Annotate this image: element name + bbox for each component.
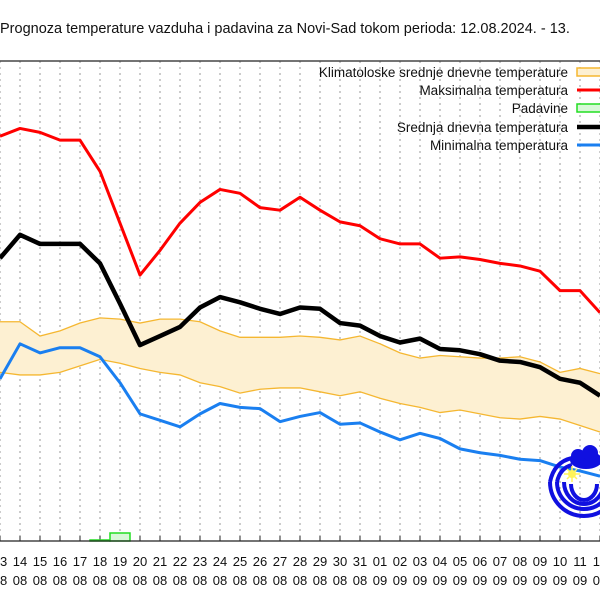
x-tick-label-day: 30 [333, 554, 347, 569]
x-tick-label-day: 02 [393, 554, 407, 569]
x-tick-label-month: 09 [493, 573, 507, 588]
x-tick-label-month: 09 [433, 573, 447, 588]
x-tick-label-day: 04 [433, 554, 447, 569]
legend: Klimatoloske srednje dnevne temperature M… [319, 65, 600, 153]
x-tick-label-month: 09 [513, 573, 527, 588]
x-tick-label-month: 08 [213, 573, 227, 588]
climatology-band-fill [0, 317, 600, 433]
x-tick-label-month: 08 [33, 573, 47, 588]
x-tick-label-month: 09 [413, 573, 427, 588]
x-tick-label-month: 09 [393, 573, 407, 588]
x-tick-label-month: 08 [253, 573, 267, 588]
x-tick-label-day: 13 [0, 554, 7, 569]
x-tick-label-day: 15 [33, 554, 47, 569]
x-tick-label-day: 07 [493, 554, 507, 569]
x-tick-label-month: 08 [313, 573, 327, 588]
x-tick-label-month: 08 [133, 573, 147, 588]
x-tick-label-day: 24 [213, 554, 227, 569]
x-axis-labels: 13 08 14 08 15 08 16 08 17 08 18 08 19 08 20 08 21 08 22 08… [0, 554, 600, 588]
x-tick-label-month: 08 [333, 573, 347, 588]
x-tick-label-month: 09 [473, 573, 487, 588]
x-tick-label-month: 09 [453, 573, 467, 588]
x-tick-label-day: 28 [293, 554, 307, 569]
climatology-band [0, 317, 600, 433]
x-tick-label-month: 08 [13, 573, 27, 588]
min-temperature-line [0, 342, 600, 478]
precipitation-bar [109, 532, 131, 542]
x-tick-label-day: 25 [233, 554, 247, 569]
legend-swatch-box [576, 67, 600, 77]
x-tick-label-day: 06 [473, 554, 487, 569]
x-tick-label-day: 23 [193, 554, 207, 569]
x-tick-label-month: 09 [553, 573, 567, 588]
x-tick-label-day: 20 [133, 554, 147, 569]
x-tick-label-month: 08 [153, 573, 167, 588]
legend-swatch-box [576, 103, 600, 113]
x-tick-label-day: 29 [313, 554, 327, 569]
x-tick-label-month: 09 [593, 573, 600, 588]
x-tick-label-month: 08 [73, 573, 87, 588]
x-tick-label-day: 08 [513, 554, 527, 569]
x-tick-label-day: 09 [533, 554, 547, 569]
x-tick-label-month: 09 [373, 573, 387, 588]
legend-label: Srednja dnevna temperatura [397, 120, 569, 135]
x-tick-label-month: 09 [533, 573, 547, 588]
precipitation-bars [89, 532, 131, 542]
climatology-upper-line [0, 317, 600, 375]
x-tick-label-day: 22 [173, 554, 187, 569]
x-tick-label-day: 14 [13, 554, 27, 569]
temperature-lines [0, 126, 600, 478]
climatology-lower-line [0, 358, 600, 433]
x-tick-label-day: 16 [53, 554, 67, 569]
max-temperature-line [0, 126, 600, 314]
x-tick-label-month: 08 [0, 573, 7, 588]
rhmz-logo-icon [548, 445, 600, 518]
mean-temperature-line [0, 232, 600, 398]
x-tick-label-month: 08 [273, 573, 287, 588]
x-tick-label-month: 08 [53, 573, 67, 588]
x-tick-label-day: 05 [453, 554, 467, 569]
x-tick-label-month: 08 [113, 573, 127, 588]
x-tick-label-month: 08 [233, 573, 247, 588]
x-tick-label-day: 11 [573, 554, 587, 569]
x-tick-label-day: 12 [593, 554, 600, 569]
x-tick-label-day: 18 [93, 554, 107, 569]
x-tick-label-month: 08 [173, 573, 187, 588]
legend-label: Padavine [512, 101, 568, 116]
x-tick-label-day: 26 [253, 554, 267, 569]
x-tick-label-day: 27 [273, 554, 287, 569]
x-tick-label-day: 10 [553, 554, 567, 569]
legend-label: Minimalna temperatura [430, 138, 569, 153]
x-tick-label-day: 17 [73, 554, 87, 569]
x-tick-label-day: 01 [373, 554, 387, 569]
x-tick-label-day: 19 [113, 554, 127, 569]
x-tick-label-month: 08 [93, 573, 107, 588]
chart-title: Prognoza temperature vazduha i padavina … [0, 21, 570, 37]
x-tick-label-month: 09 [573, 573, 587, 588]
x-tick-label-day: 31 [353, 554, 367, 569]
x-tick-label-month: 08 [293, 573, 307, 588]
x-tick-label-day: 03 [413, 554, 427, 569]
x-tick-label-month: 08 [353, 573, 367, 588]
legend-label: Klimatoloske srednje dnevne temperature [319, 65, 568, 80]
x-tick-label-month: 08 [193, 573, 207, 588]
x-tick-label-day: 21 [153, 554, 167, 569]
legend-label: Maksimalna temperatura [419, 83, 568, 98]
